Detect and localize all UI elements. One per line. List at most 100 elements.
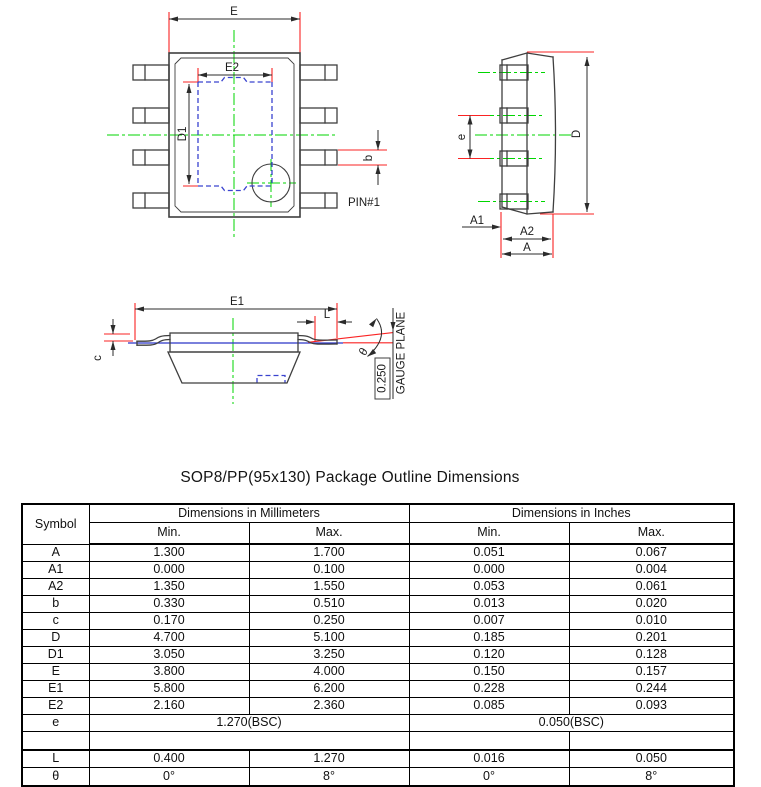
dim-label-b: b [363,155,375,161]
header-in-max: Max. [568,522,735,545]
dim-label-E: E [230,6,238,18]
dim-label-A1: A1 [470,215,484,227]
cell-symbol: A1 [21,561,90,579]
cell-symbol: E1 [21,680,90,698]
cell-symbol: D1 [21,646,90,664]
cell: 0.051 [408,543,570,562]
cell: 0.020 [568,595,735,613]
gauge-plane-label: GAUGE PLANE [396,311,408,394]
cell: 0.510 [248,595,410,613]
cell: 1.700 [248,543,410,562]
cell: 1.350 [88,578,250,596]
cell: 0.061 [568,578,735,596]
header-mm-max: Max. [248,522,410,545]
cell: 3.050 [88,646,250,664]
table-row: E1 5.800 6.200 0.228 0.244 [21,680,735,698]
cell: 0.400 [88,749,250,768]
cell-symbol: D [21,629,90,647]
cell: 0.000 [408,561,570,579]
pin1-label: PIN#1 [348,197,380,209]
extension-line-layer [168,12,387,187]
table-row: E2 2.160 2.360 0.085 0.093 [21,697,735,715]
arrowheads [169,16,381,184]
dim-label-L: L [324,309,331,321]
table-row: D 4.700 5.100 0.185 0.201 [21,629,735,647]
cell: 0.185 [408,629,570,647]
dim-label-e: e [456,134,468,140]
cell: 0.000 [88,561,250,579]
dim-label-c: c [92,355,104,361]
extension-line-layer [458,51,594,258]
cell-symbol: c [21,612,90,630]
cell-symbol: A [21,543,90,562]
header-mm-min: Min. [88,522,250,545]
drawing-front-view: E1 L c θ 0.250 GAUGE PLANE [92,296,408,404]
cell: 0.170 [88,612,250,630]
dim-label-D: D [571,130,583,138]
dim-label-theta: θ [357,346,371,357]
cell: 0.157 [568,663,735,681]
cell: 0° [88,767,250,787]
gauge-value-label: 0.250 [377,364,389,393]
cell: 3.250 [248,646,410,664]
cell: 0° [408,767,570,787]
cell: 4.000 [248,663,410,681]
table-header-row-sections: Symbol Dimensions in Millimeters Dimensi… [21,503,735,545]
dim-label-A2: A2 [520,226,534,238]
table-row: c 0.170 0.250 0.007 0.010 [21,612,735,630]
cell: 4.700 [88,629,250,647]
cell: 0.330 [88,595,250,613]
drawing-side-view: e D A1 A2 A [456,51,594,258]
arrowheads [110,306,396,357]
cell: 0.201 [568,629,735,647]
cell: 5.800 [88,680,250,698]
cell-symbol: E2 [21,697,90,715]
cell-symbol: E [21,663,90,681]
cell: 1.270 [248,749,410,768]
header-inches: Dimensions in Inches [408,503,735,523]
table-row: A2 1.350 1.550 0.053 0.061 [21,578,735,596]
dimension-line-layer [112,308,394,399]
header-symbol: Symbol [21,503,90,545]
cell: 0.004 [568,561,735,579]
cell: 5.100 [248,629,410,647]
cell [88,731,410,751]
table-row: θ 0° 8° 0° 8° [21,767,735,787]
cell-symbol: b [21,595,90,613]
cell [21,731,90,751]
table-row: b 0.330 0.510 0.013 0.020 [21,595,735,613]
dim-label-E1: E1 [230,296,244,308]
gauge-value-box [374,357,391,400]
header-mm: Dimensions in Millimeters [88,503,410,523]
cell: 0.013 [408,595,570,613]
dim-label-E2: E2 [225,62,239,74]
table-row: A1 0.000 0.100 0.000 0.004 [21,561,735,579]
cell: 0.120 [408,646,570,664]
table-row: L 0.400 1.270 0.016 0.050 [21,749,735,768]
label-layer: E E2 D1 b PIN#1 [177,6,380,209]
cell: 2.160 [88,697,250,715]
label-layer: e D A1 A2 A [456,130,583,254]
cell: 1.550 [248,578,410,596]
package-body-outline [136,332,391,400]
cell: 8° [568,767,735,787]
cell [408,731,570,751]
package-body-outline [499,52,557,215]
cell: 2.360 [248,697,410,715]
cell: 0.067 [568,543,735,562]
cell: 0.093 [568,697,735,715]
cell: 3.800 [88,663,250,681]
cell: 1.300 [88,543,250,562]
arrowheads [467,57,590,257]
exposed-pad-hint [256,374,286,383]
cell: 0.010 [568,612,735,630]
cell: 0.228 [408,680,570,698]
cell: 0.244 [568,680,735,698]
cell-bsc-mm: 1.270(BSC) [88,714,410,732]
exposed-pad-outline [197,76,273,192]
cell: 0.085 [408,697,570,715]
cell: 0.053 [408,578,570,596]
cell [568,731,735,751]
dim-label-A: A [523,242,531,254]
package-body-outline [132,52,338,218]
